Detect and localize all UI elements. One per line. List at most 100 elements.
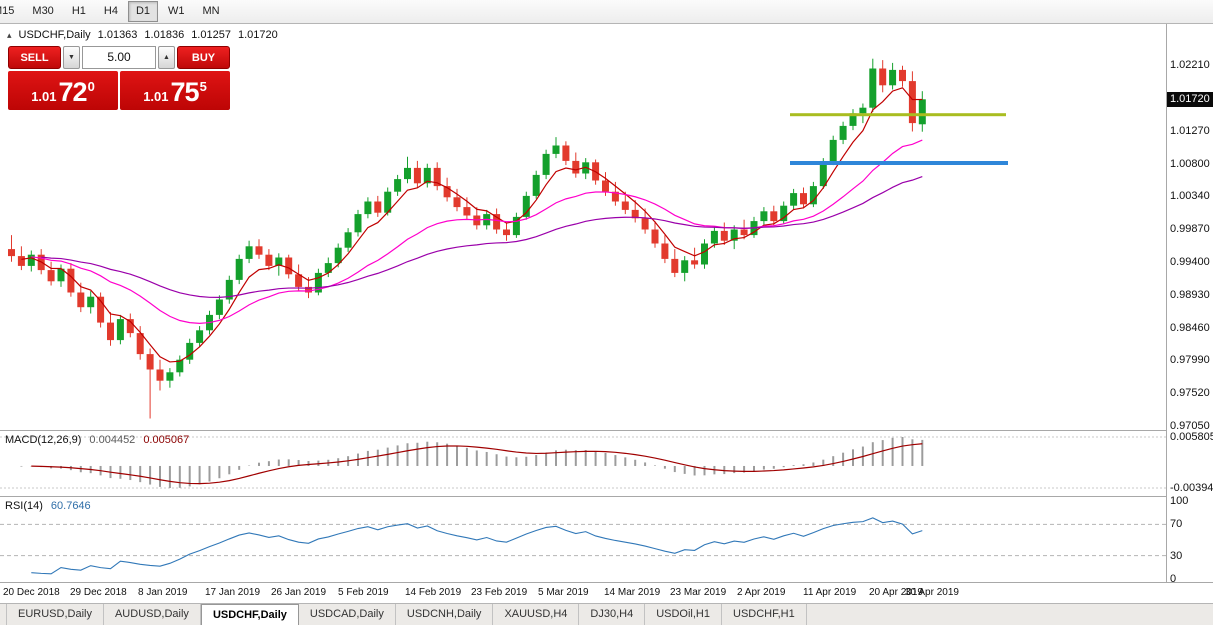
buy-price-panel[interactable]: 1.01 75 5: [120, 71, 230, 110]
timeframe-w1[interactable]: W1: [160, 1, 193, 22]
price-axis-label: 0.97050: [1170, 420, 1210, 433]
chart-close-value: 1.01720: [237, 29, 278, 41]
time-axis[interactable]: 20 Dec 2018 29 Dec 2018 8 Jan 2019 17 Jan 2…: [0, 583, 1213, 603]
chevron-up-icon: ▲: [163, 54, 170, 61]
rsi-axis-label: 0: [1170, 573, 1177, 585]
rsi-line[interactable]: [31, 517, 923, 575]
chart-ohlc-header: ▴ USDCHF,Daily 1.01363 1.01836 1.01257 1…: [7, 29, 278, 41]
sell-price-figure: 1.01: [31, 89, 57, 104]
main-price-chart[interactable]: [0, 24, 1166, 430]
rsi-value: 60.7646: [50, 500, 91, 512]
sell-price-pips: 72: [58, 77, 88, 107]
price-axis-label: 1.02210: [1170, 59, 1210, 71]
price-axis[interactable]: 1.02210 1.01270 1.00800 1.00340 0.99870 0.994…: [1166, 24, 1213, 585]
chart-tab-dj30-h4[interactable]: DJ30,H4: [579, 604, 646, 625]
timeframe-toolbar: M15M30H1H4D1W1MN: [0, 0, 1213, 24]
buy-price-figure: 1.01: [143, 89, 169, 104]
price-axis-label: 0.97520: [1170, 387, 1210, 400]
date-axis-label: 8 Jan 2019: [138, 587, 188, 598]
timeframe-m15[interactable]: M15: [0, 1, 22, 22]
support-ray[interactable]: [790, 161, 1008, 165]
ma-mid-line[interactable]: [31, 139, 923, 324]
date-axis-label: 17 Jan 2019: [205, 587, 261, 598]
ma-slow-line[interactable]: [41, 176, 923, 298]
price-axis-label: 1.01270: [1170, 124, 1210, 137]
chart-tab-usdcad-daily[interactable]: USDCAD,Daily: [299, 604, 396, 625]
macd-header: MACD(12,26,9) 0.004452 0.005067: [5, 434, 189, 446]
price-axis-label: 0.97990: [1170, 354, 1210, 367]
timeframe-mn[interactable]: MN: [195, 1, 228, 22]
timeframe-h1[interactable]: H1: [64, 1, 94, 22]
date-axis-label: 14 Feb 2019: [405, 587, 462, 598]
chart-tab-bar: EURUSD,Daily AUDUSD,Daily USDCHF,Daily USDC…: [0, 603, 1213, 625]
date-axis-label: 5 Feb 2019: [338, 587, 389, 598]
date-axis-label: 23 Feb 2019: [471, 587, 528, 598]
chart-tab-audusd-daily[interactable]: AUDUSD,Daily: [104, 604, 201, 625]
volume-increment-button[interactable]: ▲: [158, 46, 175, 69]
price-axis-label: 0.98930: [1170, 288, 1210, 301]
timeframe-d1[interactable]: D1: [127, 1, 158, 22]
volume-input[interactable]: 5.00: [82, 46, 156, 69]
price-axis-label: 1.00340: [1170, 189, 1210, 202]
price-axis-label: 0.99870: [1170, 222, 1210, 235]
rsi-header: RSI(14) 60.7646: [5, 500, 91, 512]
ma-fast-line[interactable]: [21, 87, 923, 363]
timeframe-h4[interactable]: H4: [96, 1, 126, 22]
chevron-down-icon: ▼: [68, 54, 75, 61]
one-click-collapse-icon[interactable]: ▴: [7, 29, 12, 40]
rsi-name-label: RSI(14): [5, 500, 43, 512]
chart-window: 1.02210 1.01270 1.00800 1.00340 0.99870 0.994…: [0, 24, 1213, 603]
date-axis-label: 14 Mar 2019: [604, 587, 661, 598]
one-click-trading-panel: SELL ▼ 5.00 ▲ BUY 1.01 72 0 1.01 75: [8, 46, 230, 110]
buy-price-pips: 75: [170, 77, 200, 107]
macd-axis-label: 0.005805: [1170, 431, 1213, 443]
timeframe-m30[interactable]: M30: [24, 1, 61, 22]
chart-tab-eurusd-daily[interactable]: EURUSD,Daily: [6, 604, 104, 625]
chart-tab-usdoil-h1[interactable]: USDOil,H1: [645, 604, 722, 625]
date-axis-label: 23 Mar 2019: [670, 587, 727, 598]
date-axis-label: 20 Apr 2019: [869, 587, 923, 598]
date-axis-label: 29 Dec 2018: [70, 587, 127, 598]
rsi-axis-label: 70: [1170, 518, 1183, 531]
rsi-pane[interactable]: [0, 497, 1166, 582]
date-axis-label: 2 Apr 2019: [737, 587, 786, 598]
buy-button[interactable]: BUY: [177, 46, 230, 69]
price-axis-label: 0.98460: [1170, 321, 1210, 334]
macd-pane[interactable]: [0, 431, 1166, 496]
macd-histogram: [20, 437, 924, 488]
chart-symbol-label: USDCHF,Daily: [18, 29, 91, 41]
chart-tab-usdchf-daily[interactable]: USDCHF,Daily: [200, 604, 299, 625]
resistance-ray[interactable]: [790, 113, 1006, 117]
rsi-axis-label: 30: [1170, 549, 1183, 562]
chart-high-value: 1.01836: [144, 29, 185, 41]
macd-signal-line[interactable]: [31, 443, 923, 485]
chart-tab-usdcnh-daily[interactable]: USDCNH,Daily: [396, 604, 494, 625]
sell-price-panel[interactable]: 1.01 72 0: [8, 71, 118, 110]
chart-tab-xauusd-h4[interactable]: XAUUSD,H4: [493, 604, 580, 625]
date-axis-label: 20 Dec 2018: [3, 587, 60, 598]
chart-open-value: 1.01363: [97, 29, 138, 41]
candles: [8, 58, 926, 419]
volume-decrement-button[interactable]: ▼: [63, 46, 80, 69]
macd-name-label: MACD(12,26,9): [5, 434, 82, 446]
buy-price-point: 5: [199, 79, 207, 94]
sell-button[interactable]: SELL: [8, 46, 61, 69]
sell-price-point: 0: [87, 79, 95, 94]
macd-signal-value: 0.005067: [143, 434, 190, 446]
price-axis-label: 0.99400: [1170, 255, 1210, 268]
date-axis-label: 26 Jan 2019: [271, 587, 327, 598]
date-axis-label: 11 Apr 2019: [803, 587, 857, 598]
date-axis-label: 5 Mar 2019: [538, 587, 589, 598]
date-axis-label: 30 Apr 2019: [905, 587, 959, 598]
chart-low-value: 1.01257: [191, 29, 231, 41]
current-price-badge: 1.01720: [1167, 91, 1213, 107]
pane-divider[interactable]: [0, 496, 1213, 497]
chart-tab-usdchf-h1[interactable]: USDCHF,H1: [722, 604, 807, 625]
macd-main-value: 0.004452: [89, 434, 136, 446]
rsi-axis-label: 100: [1170, 495, 1189, 507]
pane-divider[interactable]: [0, 582, 1213, 583]
price-axis-label: 1.00800: [1170, 157, 1210, 170]
macd-axis-label: -0.003945: [1170, 482, 1213, 494]
pane-divider[interactable]: [0, 430, 1213, 431]
